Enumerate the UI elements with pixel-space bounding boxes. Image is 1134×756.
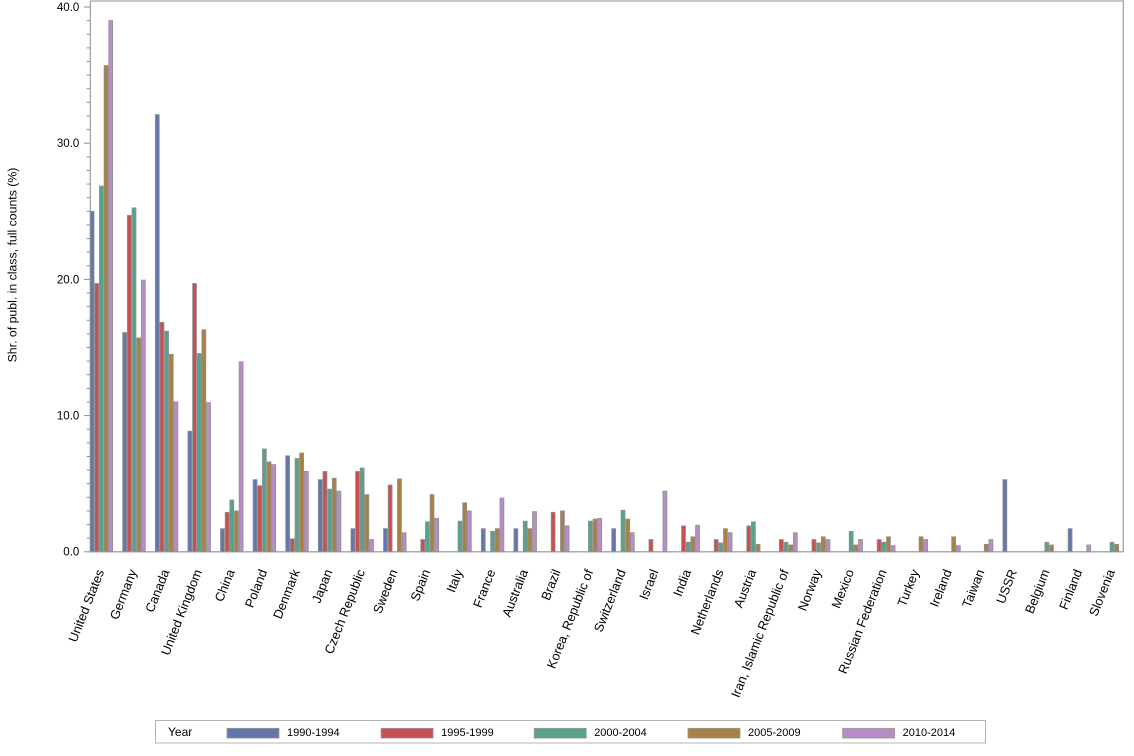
svg-text:Year: Year <box>168 725 192 739</box>
svg-text:0.0: 0.0 <box>63 547 79 559</box>
svg-text:20.0: 20.0 <box>57 274 79 286</box>
svg-text:2005-2009: 2005-2009 <box>748 727 801 739</box>
svg-text:1990-1994: 1990-1994 <box>287 727 340 739</box>
svg-text:10.0: 10.0 <box>57 411 79 423</box>
svg-text:1995-1999: 1995-1999 <box>441 727 494 739</box>
svg-text:2010-2014: 2010-2014 <box>903 727 956 739</box>
svg-text:40.0: 40.0 <box>57 2 79 14</box>
svg-text:2000-2004: 2000-2004 <box>594 727 647 739</box>
svg-text:Shr. of publ. in class, full c: Shr. of publ. in class, full counts (%) <box>6 168 20 363</box>
svg-text:30.0: 30.0 <box>57 138 79 150</box>
